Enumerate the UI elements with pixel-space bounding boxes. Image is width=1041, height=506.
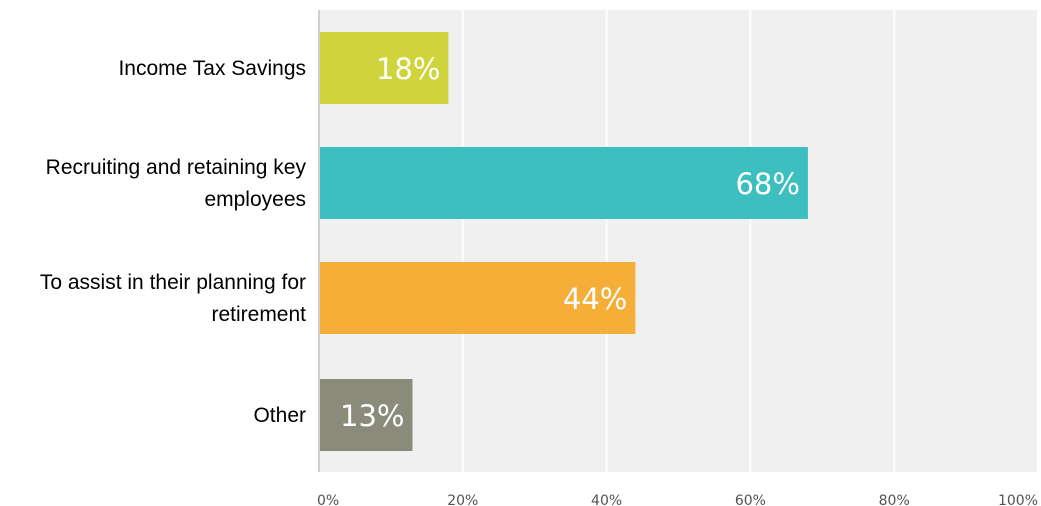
category-label-2-line-0: To assist in their planning for [40, 271, 306, 294]
bar-0 [320, 32, 449, 104]
bar-1 [320, 147, 808, 219]
bars [320, 32, 808, 451]
value-label-3: 13% [340, 399, 404, 433]
category-label-1-line-0: Recruiting and retaining key [46, 156, 307, 179]
category-label-1-line-1: employees [204, 188, 306, 211]
category-label-2: To assist in their planning for retiremen… [40, 271, 306, 326]
category-label-2-line-1: retirement [211, 303, 306, 326]
value-label-1: 68% [735, 167, 799, 201]
category-label-0-line-0: Income Tax Savings [118, 57, 306, 80]
x-tick-label-60: 60% [735, 493, 766, 506]
value-label-2: 44% [563, 282, 627, 316]
x-tick-label-0: 0% [317, 493, 339, 506]
value-labels: 18% 68% 44% 13% [340, 52, 800, 433]
category-label-3: Other [253, 404, 306, 427]
value-label-0: 18% [376, 52, 440, 86]
gridlines [461, 10, 1039, 472]
x-tick-label-80: 80% [879, 493, 910, 506]
bar-3 [320, 379, 413, 451]
category-label-0: Income Tax Savings [118, 57, 306, 80]
x-tick-label-100: 100% [998, 493, 1038, 506]
category-label-1: Recruiting and retaining key employees [46, 156, 307, 211]
category-label-3-line-0: Other [253, 404, 306, 427]
category-labels: Income Tax Savings Recruiting and retaini… [40, 57, 307, 427]
x-tick-label-20: 20% [447, 493, 478, 506]
x-tick-label-40: 40% [591, 493, 622, 506]
bar-2 [320, 262, 636, 334]
x-axis-ticks: 0% 20% 40% 60% 80% 100% [317, 493, 1038, 506]
